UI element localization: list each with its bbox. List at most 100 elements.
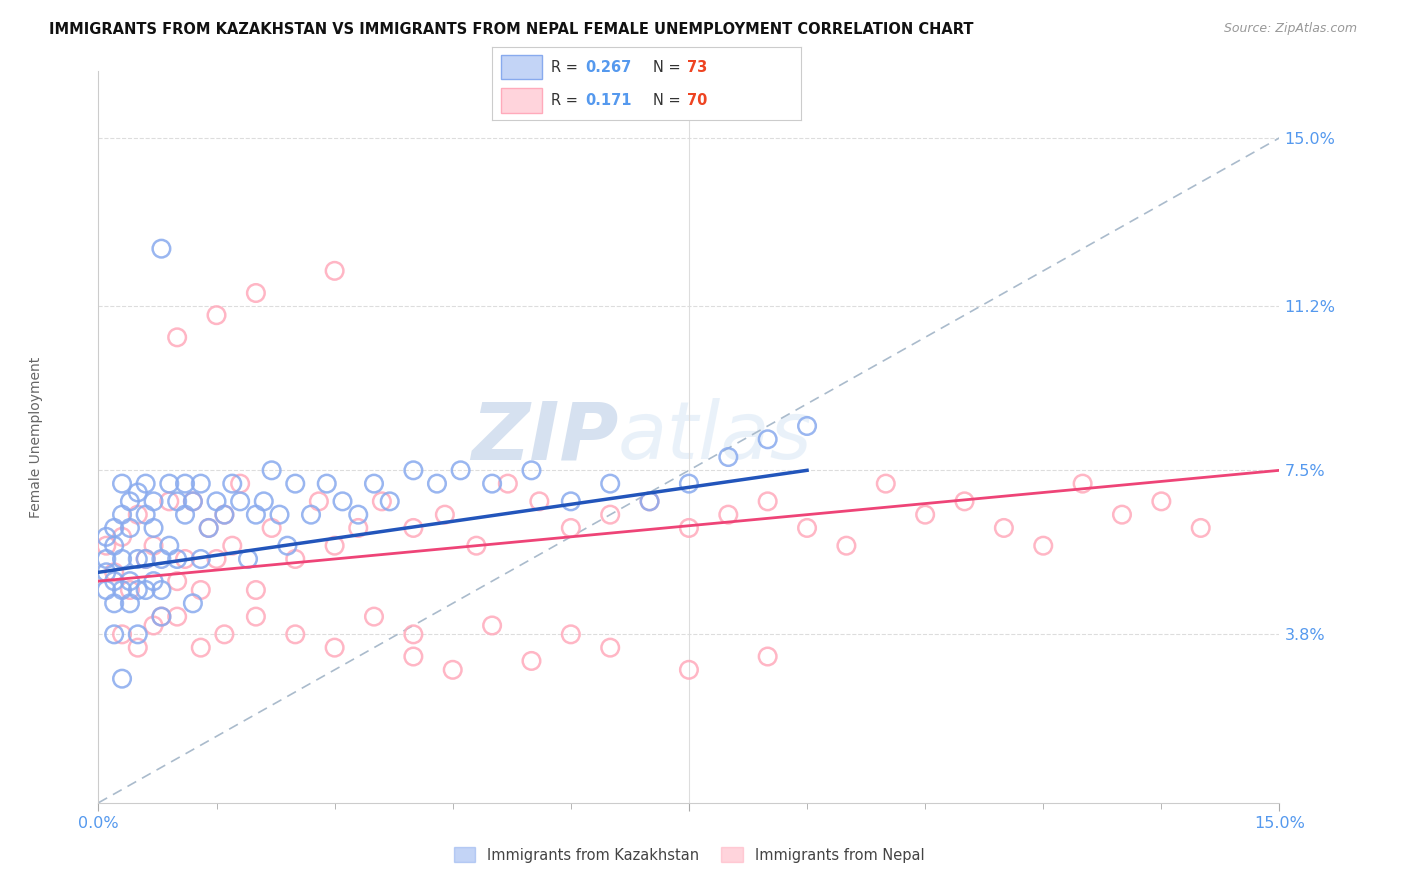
Point xyxy=(378,494,401,508)
Point xyxy=(118,582,141,597)
Point xyxy=(118,494,141,508)
Point xyxy=(190,476,212,491)
Point xyxy=(560,627,582,641)
Point xyxy=(205,308,228,322)
Point xyxy=(127,640,149,655)
Point xyxy=(127,552,149,566)
Point xyxy=(135,476,157,491)
Point xyxy=(678,663,700,677)
Point xyxy=(174,508,197,522)
Point xyxy=(520,654,543,668)
Point xyxy=(166,609,188,624)
Point xyxy=(221,539,243,553)
Point xyxy=(142,574,165,589)
Text: 73: 73 xyxy=(688,60,707,75)
Point xyxy=(157,494,180,508)
Point xyxy=(599,640,621,655)
Point xyxy=(260,521,283,535)
Point xyxy=(157,476,180,491)
Point xyxy=(181,596,204,610)
Point xyxy=(953,494,976,508)
Point xyxy=(174,552,197,566)
Point xyxy=(245,582,267,597)
Point xyxy=(127,508,149,522)
Point xyxy=(214,627,236,641)
Point xyxy=(756,649,779,664)
Point xyxy=(127,627,149,641)
Point xyxy=(402,649,425,664)
Text: N =: N = xyxy=(652,93,685,108)
Point xyxy=(450,463,472,477)
Point xyxy=(142,618,165,632)
Point xyxy=(323,264,346,278)
Point xyxy=(717,450,740,464)
Point xyxy=(118,521,141,535)
Point xyxy=(103,566,125,580)
Text: R =: R = xyxy=(551,60,582,75)
Point xyxy=(284,552,307,566)
Y-axis label: Female Unemployment: Female Unemployment xyxy=(30,357,42,517)
Point xyxy=(402,627,425,641)
Point xyxy=(197,521,219,535)
Point xyxy=(796,521,818,535)
Point xyxy=(284,627,307,641)
Point xyxy=(103,539,125,553)
Point xyxy=(166,574,188,589)
Point xyxy=(433,508,456,522)
Point xyxy=(875,476,897,491)
Point xyxy=(142,539,165,553)
Point xyxy=(269,508,291,522)
Point xyxy=(150,242,173,256)
Text: N =: N = xyxy=(652,60,685,75)
Point xyxy=(756,494,779,508)
Point xyxy=(150,609,173,624)
Point xyxy=(166,330,188,344)
Text: atlas: atlas xyxy=(619,398,813,476)
Point xyxy=(347,521,370,535)
Text: 0.267: 0.267 xyxy=(585,60,631,75)
Point xyxy=(221,476,243,491)
Point xyxy=(166,552,188,566)
Text: ZIP: ZIP xyxy=(471,398,619,476)
Point xyxy=(253,494,276,508)
Point xyxy=(190,552,212,566)
Point xyxy=(481,618,503,632)
Point xyxy=(347,508,370,522)
Text: 0.171: 0.171 xyxy=(585,93,631,108)
Point xyxy=(205,552,228,566)
Point xyxy=(315,476,337,491)
Point xyxy=(332,494,354,508)
Point xyxy=(284,476,307,491)
Point xyxy=(229,476,252,491)
Point xyxy=(127,485,149,500)
Point xyxy=(520,463,543,477)
Point xyxy=(993,521,1015,535)
Point xyxy=(111,552,134,566)
Point xyxy=(276,539,298,553)
Point xyxy=(197,521,219,535)
Point xyxy=(363,476,385,491)
Point xyxy=(96,530,118,544)
Point xyxy=(441,663,464,677)
Point xyxy=(835,539,858,553)
Point xyxy=(599,476,621,491)
Point xyxy=(402,463,425,477)
Point xyxy=(214,508,236,522)
Point xyxy=(214,508,236,522)
Text: R =: R = xyxy=(551,93,582,108)
Point xyxy=(135,552,157,566)
Point xyxy=(135,552,157,566)
Point xyxy=(323,640,346,655)
Point xyxy=(560,521,582,535)
Point xyxy=(914,508,936,522)
Point xyxy=(1111,508,1133,522)
Point xyxy=(1071,476,1094,491)
Point xyxy=(103,521,125,535)
Point xyxy=(371,494,394,508)
Point xyxy=(142,494,165,508)
Point xyxy=(426,476,449,491)
Point xyxy=(756,432,779,446)
Point xyxy=(96,566,118,580)
Bar xyxy=(502,54,541,79)
Point xyxy=(127,582,149,597)
